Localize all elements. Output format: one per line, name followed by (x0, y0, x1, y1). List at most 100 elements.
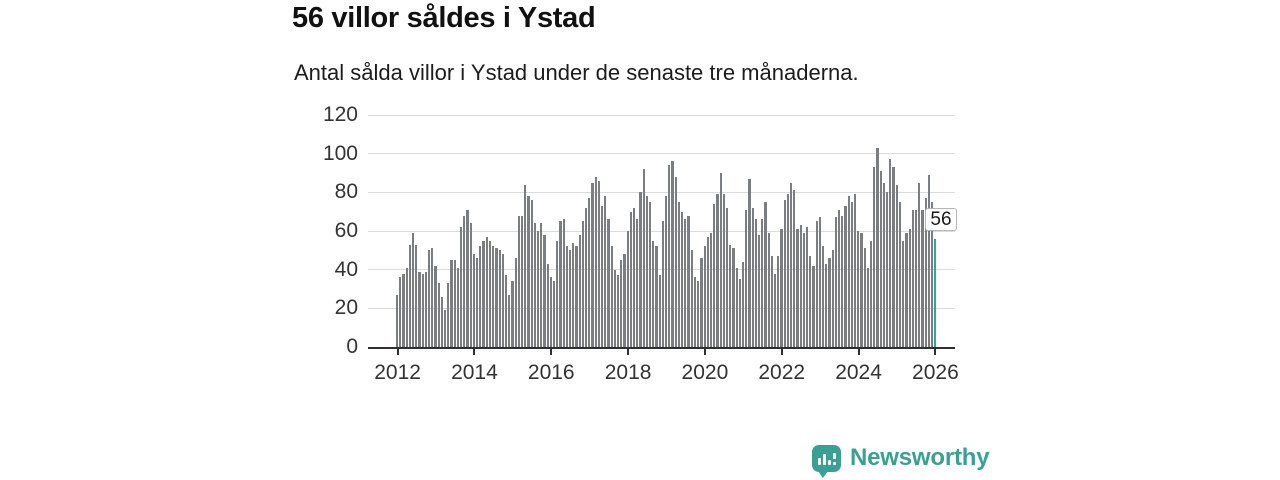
bar (822, 246, 825, 347)
bar (511, 281, 514, 347)
bar (677, 202, 681, 347)
bar (652, 240, 655, 347)
bar (921, 209, 924, 347)
x-axis-tick-label: 2024 (835, 361, 882, 384)
bar (908, 229, 911, 347)
bar (802, 232, 805, 347)
bar (796, 229, 799, 347)
bar (578, 234, 581, 347)
bar (501, 254, 504, 347)
bar (540, 223, 543, 347)
bar (536, 231, 540, 347)
bar (866, 267, 870, 347)
bar (543, 234, 546, 347)
x-axis-tick-label: 2026 (912, 361, 959, 384)
bars (396, 115, 937, 347)
bar (703, 246, 706, 347)
bar (588, 198, 591, 347)
bar (879, 171, 882, 347)
bar (629, 211, 633, 347)
x-axis-tick-label: 2012 (374, 361, 421, 384)
gridline (368, 307, 955, 309)
logo-exclamation-bar (833, 452, 836, 459)
bar (889, 159, 892, 347)
bar (594, 176, 597, 347)
bar (514, 258, 517, 347)
y-axis-tick-label: 120 (322, 103, 358, 126)
bar (841, 215, 844, 347)
bar (754, 219, 757, 347)
x-axis-tick (473, 349, 476, 355)
bar (665, 196, 668, 347)
bar (930, 202, 934, 347)
bar (757, 234, 761, 347)
bar (463, 215, 466, 347)
bar (469, 223, 472, 347)
y-axis-tick-label: 80 (334, 180, 358, 204)
bar (549, 277, 552, 347)
bar (485, 236, 488, 347)
bar (415, 244, 418, 347)
bar (815, 221, 818, 347)
bar (581, 221, 584, 347)
bar (601, 205, 604, 347)
bar (517, 215, 520, 347)
bar (761, 219, 764, 347)
bar (898, 202, 902, 347)
bar (633, 207, 636, 347)
bar (658, 275, 661, 347)
x-axis-tick (934, 349, 937, 355)
bar (764, 202, 767, 347)
bar (405, 267, 408, 347)
bar (674, 176, 677, 347)
bar (854, 194, 857, 347)
bar (834, 217, 838, 347)
bar (706, 236, 709, 347)
bar (613, 269, 617, 347)
bar (671, 161, 674, 347)
bar (562, 219, 565, 347)
bar (476, 258, 479, 347)
bar (783, 200, 786, 347)
bar (520, 215, 524, 347)
bar (552, 281, 556, 347)
bar (850, 202, 854, 347)
logo-bar-2 (823, 453, 826, 465)
bar (809, 256, 812, 347)
bar (780, 229, 783, 347)
bar (453, 260, 456, 347)
bar (700, 258, 703, 347)
annotation-56: 56 (925, 207, 957, 231)
bar (924, 198, 927, 347)
y-axis: 0 20 40 60 80 100 120 (296, 103, 358, 358)
bar (716, 194, 719, 347)
bar (418, 271, 421, 347)
bar (645, 196, 649, 347)
bar (847, 196, 850, 347)
chart: 0 20 40 60 80 100 120 56 2012 2014 2016 2018 2020 2… (296, 103, 976, 395)
bar (447, 283, 450, 347)
x-axis-tick (550, 349, 553, 355)
x-axis-tick (703, 349, 706, 355)
bar (498, 250, 501, 347)
bar (668, 165, 671, 347)
bar (738, 279, 741, 347)
bar (725, 207, 729, 347)
bar (684, 219, 687, 347)
bar (661, 221, 665, 347)
bar (488, 240, 492, 347)
bar (895, 184, 898, 347)
x-axis-tick-label: 2022 (758, 361, 806, 384)
bar (882, 182, 886, 347)
bar (777, 256, 780, 347)
bar (620, 260, 623, 347)
bar (504, 275, 508, 347)
bar (687, 215, 690, 347)
bar (828, 258, 831, 347)
bar (886, 192, 889, 347)
bar (690, 250, 693, 347)
bar (492, 246, 495, 347)
bar (408, 244, 412, 347)
bar (642, 169, 645, 347)
bar (927, 174, 930, 347)
